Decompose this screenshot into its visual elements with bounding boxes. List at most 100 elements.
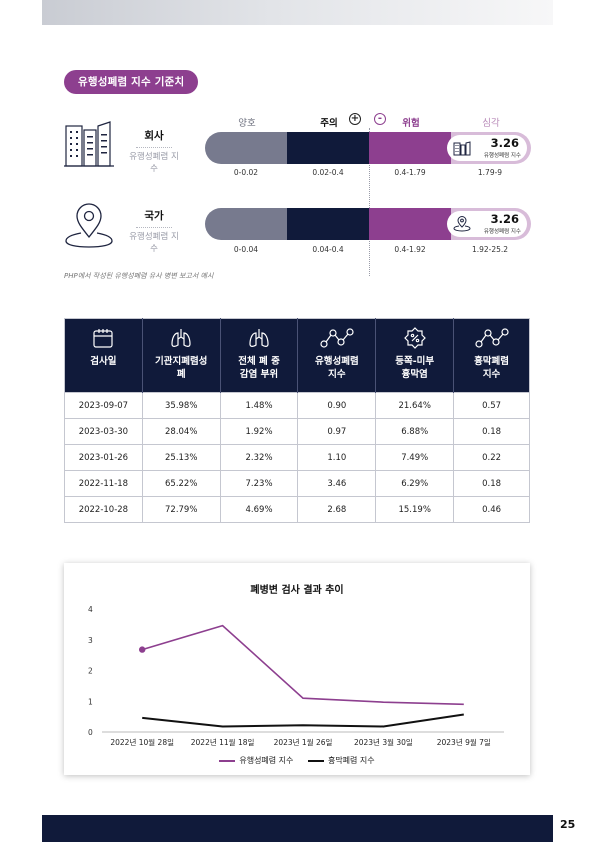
company-range-caution: 0.02-0.4	[312, 168, 344, 177]
level-danger-label: 위험	[402, 118, 420, 129]
legend-swatch-pleuro	[307, 759, 324, 762]
cell-pleuritis: 6.29%	[375, 470, 455, 497]
series-line-epidemic	[141, 624, 464, 706]
line-graph-icon	[298, 327, 375, 349]
cell-epidemic-index: 3.46	[297, 470, 377, 497]
footer-band	[42, 815, 553, 842]
company-index-value: 3.26	[490, 136, 519, 150]
cell-pleuritis: 15.19%	[375, 496, 455, 523]
country-scale-bar: 3.26 유행성폐렴 지수	[205, 208, 531, 240]
office-buildings-icon	[64, 120, 114, 172]
cell-date: 2022-10-28	[64, 496, 143, 523]
header-bronchopneumonia: 기관지폐렴성 폐	[142, 318, 221, 393]
country-value-badge: 3.26 유행성폐렴 지수	[447, 211, 527, 237]
country-row-label: 국가 유행성폐렴 지수	[118, 208, 190, 255]
company-row-label: 회사 유행성폐렴 지수	[118, 128, 190, 175]
cell-bronchopneumonia: 72.79%	[141, 496, 221, 523]
cell-infected-area: 1.48%	[219, 392, 299, 419]
country-range-severe: 1.92-25.2	[471, 245, 509, 254]
series-line-pleuro	[142, 713, 464, 728]
report-note: PHP에서 작성된 유행성폐렴 유사 병변 보고서 예시	[64, 272, 214, 280]
x-tick-label: 2023년 9월 7일	[437, 737, 491, 747]
x-tick-label: 2023년 1월 26일	[274, 737, 333, 747]
country-range-danger: 0.4-1.92	[394, 245, 426, 254]
legend-swatch-epidemic	[219, 759, 236, 762]
cell-epidemic-index: 0.90	[297, 392, 377, 419]
cell-epidemic-index: 1.10	[297, 444, 377, 471]
segment-caution	[287, 208, 369, 240]
percent-badge-icon	[376, 327, 453, 349]
cell-pleuropneumonia-index: 0.18	[453, 418, 530, 445]
cell-pleuropneumonia-index: 0.18	[453, 470, 530, 497]
company-index-caption: 유행성폐렴 지수	[483, 153, 521, 159]
cell-pleuritis: 21.64%	[375, 392, 455, 419]
y-tick-label: 4	[88, 605, 93, 614]
company-range-severe: 1.79-9	[477, 168, 503, 177]
header-pleuritis: 등쪽-미부 흉막염	[375, 318, 455, 393]
header-epidemic-index: 유행성폐렴 지수	[297, 318, 377, 393]
cell-epidemic-index: 0.97	[297, 418, 377, 445]
lungs-icon	[221, 327, 298, 349]
cell-infected-area: 4.69%	[219, 496, 299, 523]
country-range-good: 0-0.04	[233, 245, 259, 254]
cell-bronchopneumonia: 28.04%	[141, 418, 221, 445]
results-table: 검사일 기관지폐렴성 폐 전체 폐 중 감염 부위	[64, 318, 530, 523]
legend-item-pleuro: 흉막폐렴 지수	[307, 755, 375, 766]
country-name: 국가	[144, 210, 164, 222]
cell-pleuritis: 7.49%	[375, 444, 455, 471]
country-index-value: 3.26	[490, 212, 519, 226]
page-number: 25	[560, 818, 576, 831]
level-caution-label: 주의	[320, 118, 338, 129]
map-pin-icon	[64, 203, 114, 253]
cell-date: 2023-09-07	[64, 392, 143, 419]
y-tick-label: 3	[88, 636, 93, 645]
segment-good	[205, 132, 287, 164]
segment-good	[205, 208, 287, 240]
country-range-caution: 0.04-0.4	[312, 245, 344, 254]
cell-pleuritis: 6.88%	[375, 418, 455, 445]
table-row: 2023-01-26 25.13% 2.32% 1.10 7.49% 0.22	[64, 444, 530, 471]
company-name: 회사	[144, 130, 164, 142]
cell-date: 2023-03-30	[64, 418, 143, 445]
cell-bronchopneumonia: 65.22%	[141, 470, 221, 497]
country-sub-label: 유행성폐렴 지수	[129, 232, 179, 254]
y-tick-label: 2	[88, 667, 93, 676]
chart-title: 폐병변 검사 결과 추이	[250, 585, 344, 596]
location-pin-icon	[453, 216, 471, 236]
level-good-label: 양호	[238, 118, 256, 129]
table-row: 2023-09-07 35.98% 1.48% 0.90 21.64% 0.57	[64, 392, 530, 419]
cell-infected-area: 2.32%	[219, 444, 299, 471]
x-tick-label: 2022년 11월 18일	[191, 737, 255, 747]
level-severe-label: 심각	[482, 118, 500, 129]
trend-line-chart: 0 1 2 3 4 2022년 10월 28일 2022년 11월 18일 2023년 1월 …	[88, 605, 504, 747]
y-tick-label: 0	[88, 728, 93, 737]
company-value-badge: 3.26 유행성폐렴 지수	[447, 135, 527, 161]
line-graph-icon	[454, 327, 529, 349]
cell-bronchopneumonia: 25.13%	[141, 444, 221, 471]
table-row: 2022-11-18 65.22% 7.23% 3.46 6.29% 0.18	[64, 470, 530, 497]
table-row: 2023-03-30 28.04% 1.92% 0.97 6.88% 0.18	[64, 418, 530, 445]
plus-icon: +	[349, 113, 361, 125]
segment-danger	[369, 208, 451, 240]
header-pleuropneumonia-index: 흉막폐렴 지수	[453, 318, 530, 393]
header-exam-date: 검사일	[64, 318, 143, 393]
segment-danger	[369, 132, 451, 164]
cell-date: 2022-11-18	[64, 470, 143, 497]
company-sub-label: 유행성폐렴 지수	[129, 152, 179, 174]
cell-pleuropneumonia-index: 0.46	[453, 496, 530, 523]
legend-item-epidemic: 유행성폐렴 지수	[219, 755, 293, 766]
trend-chart-card: 폐병변 검사 결과 추이 0 1 2 3 4 2022년 10월 28일 2022년 11월…	[64, 563, 530, 775]
cell-infected-area: 1.92%	[219, 418, 299, 445]
cell-bronchopneumonia: 35.98%	[141, 392, 221, 419]
cell-pleuropneumonia-index: 0.22	[453, 444, 530, 471]
lungs-icon	[143, 327, 220, 349]
series-start-point	[139, 646, 146, 653]
company-range-danger: 0.4-1.79	[394, 168, 426, 177]
cell-date: 2023-01-26	[64, 444, 143, 471]
header-infected-area: 전체 폐 중 감염 부위	[220, 318, 299, 393]
top-decoration-band	[42, 0, 553, 25]
company-range-good: 0-0.02	[233, 168, 259, 177]
table-row: 2022-10-28 72.79% 4.69% 2.68 15.19% 0.46	[64, 496, 530, 523]
x-tick-label: 2022년 10월 28일	[110, 737, 174, 747]
calendar-icon	[65, 327, 142, 349]
